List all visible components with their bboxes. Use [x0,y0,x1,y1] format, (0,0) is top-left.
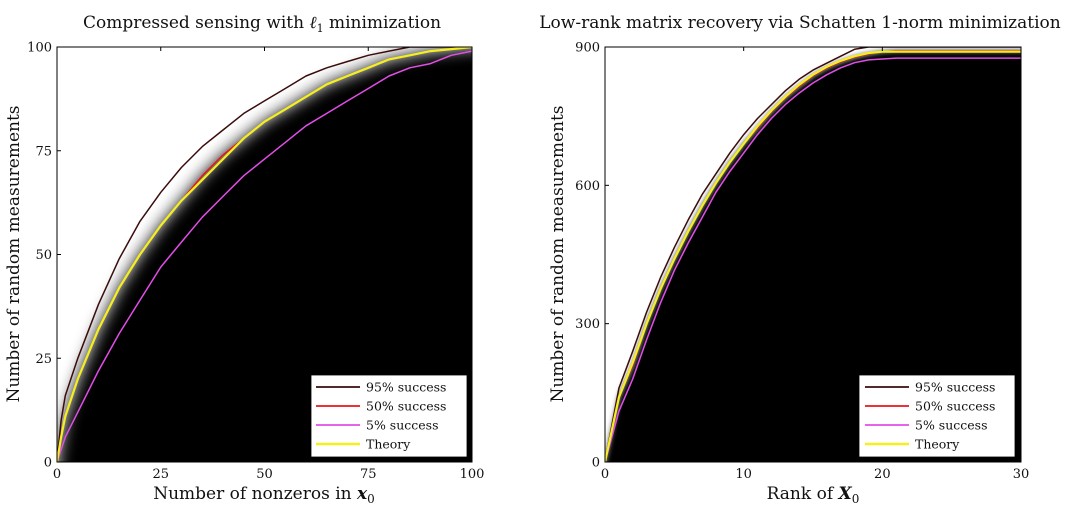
x-tick-label: 0 [53,467,61,482]
legend: 95% success 50% success 5% success Theory [310,374,468,458]
legend-label: 95% success [915,380,995,395]
x-tick-label: 10 [735,467,752,482]
legend-label: 5% success [915,418,988,433]
failure-region [605,50,1021,462]
y-axis-label: Number of random measurements [548,105,568,402]
chart-low-rank: Low-rank matrix recovery via Schatten 1-… [539,13,1061,506]
x-tick-label: 0 [601,467,609,482]
y-tick-label: 100 [27,41,52,56]
legend-label: 50% success [915,399,995,414]
y-axis-label: Number of random measurements [4,105,24,402]
plot-frame [604,46,1022,463]
series-line-95-success [57,47,472,462]
chart-compressed-sensing: Compressed sensing with ℓ1 minimization … [4,13,485,506]
legend-label: 95% success [366,380,446,395]
legend: 95% success 50% success 5% success Theory [858,374,1016,458]
x-axis-label: Rank of X0 [767,484,860,506]
x-tick-label: 75 [360,467,377,482]
y-tick-label: 600 [575,179,600,194]
y-tick-label: 900 [575,41,600,56]
y-tick-label: 0 [44,456,52,471]
series-line-5-success [605,57,1021,462]
y-tick-label: 0 [592,456,600,471]
failure-region [57,47,472,462]
legend-label: Theory [915,437,960,452]
legend-label: 50% success [366,399,446,414]
x-tick-label: 30 [1013,467,1030,482]
series-line-theory [57,47,472,462]
legend-label: 5% success [366,418,439,433]
x-axis-label: Number of nonzeros in x0 [153,484,375,506]
series-line-theory [605,50,1021,462]
x-tick-label: 20 [874,467,891,482]
y-tick-label: 50 [35,248,52,263]
x-tick-label: 25 [152,467,169,482]
x-tick-label: 50 [256,467,273,482]
y-tick-label: 25 [35,352,52,367]
legend-label: Theory [366,437,411,452]
chart-title: Low-rank matrix recovery via Schatten 1-… [539,13,1061,33]
chart-title: Compressed sensing with ℓ1 minimization [83,13,441,35]
series-line-95-success [605,47,1021,462]
y-tick-label: 300 [575,317,600,332]
series-line-5-success [57,50,472,462]
x-tick-label: 100 [460,467,485,482]
y-tick-label: 75 [35,144,52,159]
